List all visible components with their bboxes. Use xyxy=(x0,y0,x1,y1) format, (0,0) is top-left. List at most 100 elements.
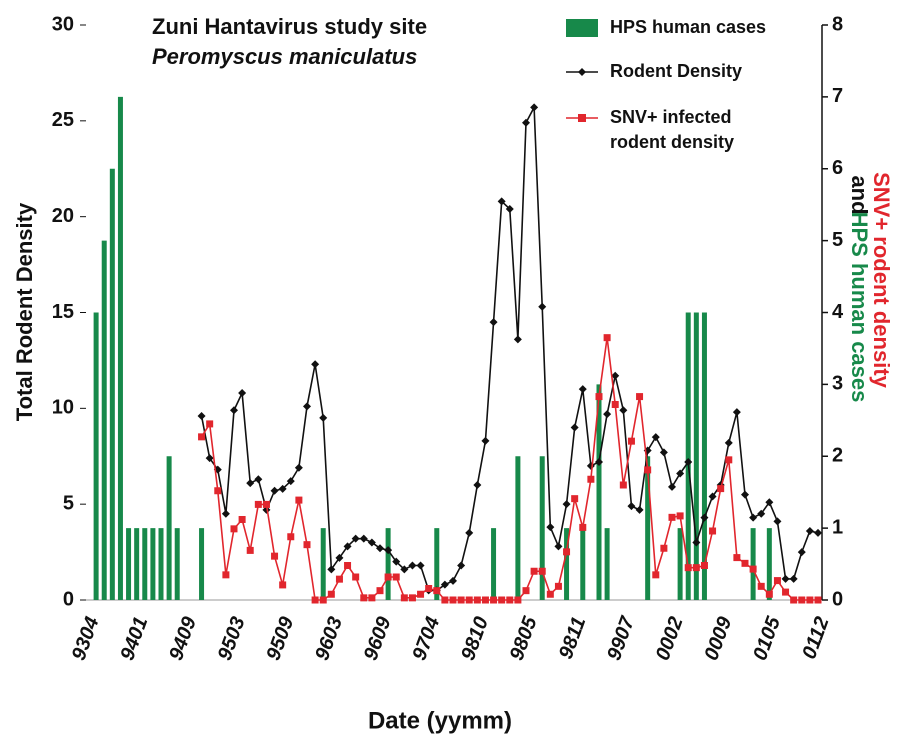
bar xyxy=(150,528,156,600)
marker xyxy=(408,561,417,570)
x-axis-label: Date (yymm) xyxy=(368,707,512,734)
marker xyxy=(773,577,781,585)
x-tick-label: 9805 xyxy=(506,613,542,663)
legend-label: HPS human cases xyxy=(610,17,766,37)
bar xyxy=(126,528,132,600)
x-tick-label: 9509 xyxy=(262,613,298,663)
marker xyxy=(351,534,360,543)
y2-tick-label: 3 xyxy=(832,373,843,395)
y2-tick-label: 8 xyxy=(832,13,843,35)
line xyxy=(200,104,819,592)
bar xyxy=(101,240,107,600)
bar xyxy=(434,528,440,600)
y2-axis-label: and xyxy=(847,175,872,214)
bar xyxy=(596,384,602,600)
marker xyxy=(246,479,255,488)
x-tick-label: 0009 xyxy=(700,613,736,663)
marker xyxy=(311,596,319,604)
chart-subtitle: Peromyscus maniculatus xyxy=(152,44,417,69)
marker xyxy=(595,393,603,401)
marker xyxy=(522,587,530,595)
legend-swatch xyxy=(566,19,598,37)
marker xyxy=(814,596,822,604)
bar xyxy=(199,528,205,600)
marker xyxy=(222,571,230,579)
x-tick-label: 9810 xyxy=(457,614,493,663)
bar xyxy=(539,456,545,600)
bar xyxy=(491,528,497,600)
marker xyxy=(546,590,554,598)
marker xyxy=(586,461,595,470)
bar xyxy=(604,528,610,600)
marker xyxy=(652,571,660,579)
line xyxy=(200,337,818,601)
marker xyxy=(481,436,490,445)
bar xyxy=(117,96,123,600)
marker xyxy=(660,544,668,552)
marker xyxy=(440,580,449,589)
marker xyxy=(700,562,708,569)
marker xyxy=(319,413,328,422)
marker xyxy=(571,495,579,503)
marker xyxy=(490,596,498,604)
marker xyxy=(262,500,270,508)
marker xyxy=(279,581,287,589)
marker xyxy=(732,408,741,417)
y-tick-label: 30 xyxy=(52,13,74,35)
marker xyxy=(505,205,514,213)
bar xyxy=(564,528,570,600)
y-tick-label: 20 xyxy=(52,205,74,227)
legend-label: SNV+ infected rodent density xyxy=(610,107,734,152)
y-axis-label: Total Rodent Density xyxy=(12,202,37,421)
x-tick-label: 9704 xyxy=(408,614,444,663)
x-tick-label: 9503 xyxy=(214,614,250,663)
marker xyxy=(376,587,384,595)
marker xyxy=(270,486,279,495)
marker xyxy=(311,360,320,369)
y2-tick-label: 5 xyxy=(832,229,843,251)
marker xyxy=(765,590,773,598)
legend-label: Rodent Density xyxy=(610,61,742,81)
marker xyxy=(644,466,652,474)
marker xyxy=(676,469,685,478)
bar xyxy=(320,528,326,600)
marker xyxy=(603,334,611,342)
marker xyxy=(271,552,279,560)
marker xyxy=(595,458,603,466)
marker xyxy=(814,528,822,537)
marker xyxy=(473,481,482,489)
bar xyxy=(109,168,115,600)
marker xyxy=(619,406,628,415)
bar xyxy=(645,456,651,600)
marker xyxy=(376,544,384,553)
marker xyxy=(798,596,806,604)
y2-tick-label: 0 xyxy=(832,588,843,610)
marker xyxy=(360,594,368,602)
y-tick-label: 5 xyxy=(63,492,74,514)
bar xyxy=(677,528,683,600)
marker xyxy=(709,527,717,535)
marker xyxy=(335,553,344,562)
marker xyxy=(611,371,620,380)
bar xyxy=(750,528,756,600)
marker xyxy=(433,587,441,595)
marker xyxy=(457,561,466,570)
marker xyxy=(749,513,758,522)
x-tick-label: 9409 xyxy=(165,613,201,663)
x-tick-label: 0002 xyxy=(652,614,688,663)
marker xyxy=(441,596,449,604)
bar xyxy=(701,312,707,600)
marker xyxy=(530,103,539,112)
marker xyxy=(579,523,587,531)
marker xyxy=(368,594,376,602)
marker xyxy=(198,433,206,441)
marker xyxy=(522,118,530,127)
x-tick-label: 9401 xyxy=(116,614,152,663)
marker xyxy=(782,588,790,596)
marker xyxy=(303,402,311,411)
bar xyxy=(580,528,586,600)
marker xyxy=(449,596,457,604)
marker xyxy=(676,512,684,520)
marker xyxy=(692,538,701,547)
